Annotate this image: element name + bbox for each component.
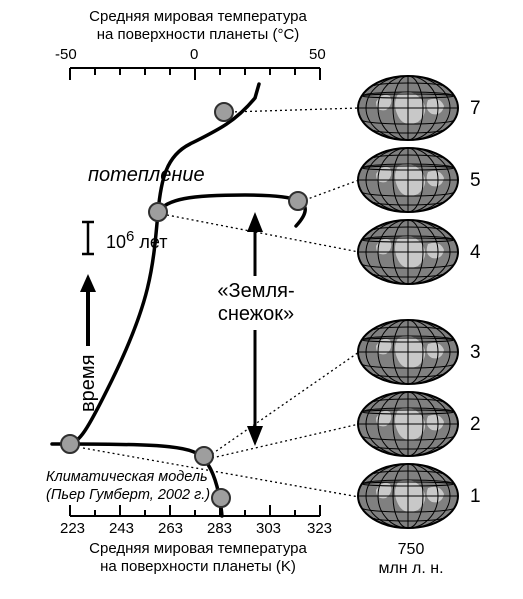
curve-points (61, 103, 307, 507)
top-axis (70, 68, 320, 80)
time-scale-bracket (82, 222, 94, 254)
globe-5 (358, 148, 458, 212)
connectors (83, 108, 359, 497)
figure: Средняя мировая температура на поверхнос… (0, 0, 523, 599)
snowball-arrow-icon (247, 212, 263, 446)
globe-2 (358, 392, 458, 456)
bottom-axis (70, 505, 320, 516)
globes (358, 76, 458, 528)
globe-4 (358, 220, 458, 284)
globe-1 (358, 464, 458, 528)
figure-svg (0, 0, 523, 599)
time-arrow-icon (80, 274, 96, 346)
globe-3 (358, 320, 458, 384)
globe-7 (358, 76, 458, 140)
